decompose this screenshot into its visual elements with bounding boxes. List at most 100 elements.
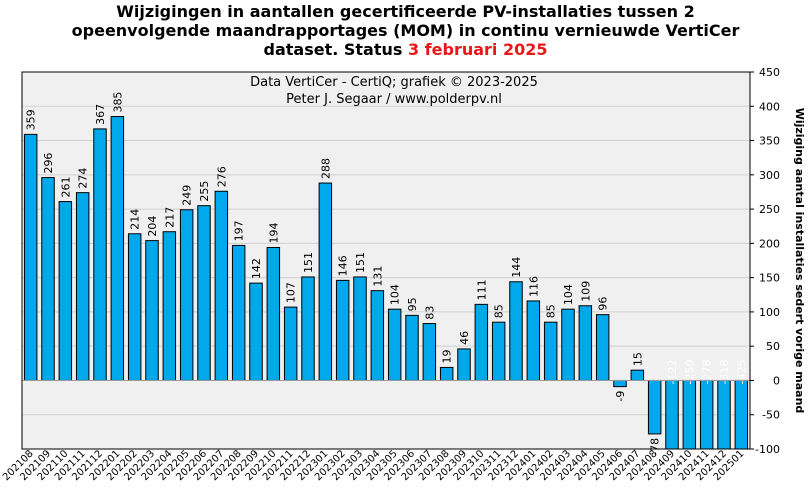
bar [717, 379, 731, 450]
data-label: -122 [666, 359, 679, 384]
data-label: -425 [735, 359, 748, 384]
bar [509, 281, 523, 381]
data-label: -9 [614, 391, 627, 402]
bar [162, 231, 177, 381]
bar [283, 306, 298, 381]
bar [214, 190, 229, 381]
bar [145, 240, 159, 381]
data-label: -250 [683, 359, 696, 384]
x-axis: 2021082021092021102021112021122022012022… [1, 448, 746, 483]
data-label: 146 [337, 255, 350, 276]
bar [231, 244, 246, 381]
data-label: -278 [701, 359, 714, 384]
bar [387, 308, 402, 381]
y-tick-label: 450 [759, 66, 780, 79]
data-label: 194 [267, 222, 280, 243]
bar [249, 282, 263, 381]
plot-area [22, 72, 750, 449]
bar [23, 133, 38, 381]
data-label: 217 [163, 207, 176, 228]
bar [699, 379, 714, 450]
bar [439, 366, 454, 381]
data-label: 144 [510, 257, 523, 278]
data-label: -318 [718, 359, 731, 384]
data-label: 46 [458, 331, 471, 345]
bar [405, 314, 419, 381]
bar [370, 290, 385, 381]
y-axis-label: Wijziging aantal installaties sedert vor… [793, 108, 806, 414]
title-line-3-prefix: dataset. Status [263, 40, 408, 59]
credit-line-1: Data VertiCer - CertiQ; grafiek © 2023-2… [250, 75, 538, 90]
data-label: 95 [406, 297, 419, 311]
data-labels: 359 296 261 274 367 385 214 204 217 249 255 276 197 1… [25, 92, 749, 456]
data-label: 359 [25, 109, 38, 130]
bar [335, 279, 350, 381]
bar [457, 348, 471, 381]
bar [613, 379, 627, 388]
data-label: 104 [562, 284, 575, 305]
y-tick-label: 50 [766, 340, 780, 353]
data-label: -78 [649, 438, 662, 456]
title-line-1: Wijzigingen in aantallen gecertificeerde… [116, 2, 695, 21]
bar [543, 321, 558, 381]
bar [561, 308, 575, 381]
bar [353, 276, 367, 381]
data-label: 83 [423, 306, 436, 320]
bar [578, 305, 593, 381]
data-label: 296 [42, 153, 55, 174]
data-label: 288 [319, 158, 332, 179]
data-label: 111 [475, 279, 488, 300]
bar [734, 379, 749, 450]
data-label: 85 [545, 304, 558, 318]
bar [110, 116, 125, 381]
y-tick-label: 250 [759, 203, 780, 216]
data-label: 151 [302, 252, 315, 273]
bar [474, 303, 489, 381]
bar [75, 192, 90, 381]
plot-frame [21, 71, 751, 450]
data-label: 151 [354, 252, 367, 273]
y-tick-label: 100 [759, 306, 780, 319]
data-label: 385 [111, 92, 124, 113]
data-label: 367 [94, 104, 107, 125]
bar [682, 379, 697, 450]
y-tick-label: 400 [759, 100, 780, 113]
y-tick-label: -100 [755, 443, 780, 456]
bars [23, 116, 749, 450]
y-tick-label: 200 [759, 237, 780, 250]
bar [127, 233, 142, 381]
data-label: 104 [389, 284, 402, 305]
bar [301, 276, 315, 381]
data-label: 142 [250, 258, 263, 279]
bar [318, 182, 333, 381]
data-label: 249 [181, 185, 194, 206]
bar [266, 246, 281, 381]
data-label: 19 [441, 349, 454, 363]
data-label: 274 [77, 168, 90, 189]
bar [58, 201, 73, 381]
data-label: 109 [579, 281, 592, 302]
bar [491, 321, 506, 381]
data-label: 276 [215, 166, 228, 187]
bar [93, 128, 107, 381]
bar [665, 379, 679, 450]
data-label: 116 [527, 276, 540, 297]
y-tick-label: 300 [759, 169, 780, 182]
bar [422, 323, 437, 381]
title-line-3: dataset. Status 3 februari 2025 [0, 40, 811, 59]
bar [179, 209, 194, 381]
credit-line-2: Peter J. Segaar / www.polderpv.nl [286, 92, 502, 107]
data-label: 85 [493, 304, 506, 318]
title-line-2: opeenvolgende maandrapportages (MOM) in … [71, 21, 740, 40]
bar [197, 205, 211, 381]
data-label: 204 [146, 216, 159, 237]
bar [526, 300, 541, 381]
bar [630, 369, 645, 381]
bar [41, 177, 55, 381]
bar [647, 379, 662, 435]
data-label: 15 [631, 352, 644, 366]
data-label: 255 [198, 181, 211, 202]
data-label: 197 [233, 220, 246, 241]
data-label: 96 [597, 297, 610, 311]
